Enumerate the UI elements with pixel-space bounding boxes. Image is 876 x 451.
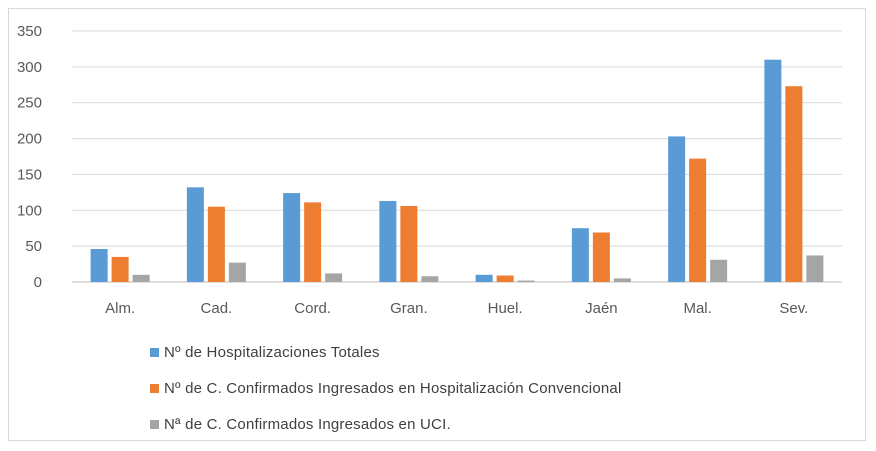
bar xyxy=(421,276,439,282)
legend-label: Nº de C. Confirmados Ingresados en Hospi… xyxy=(164,379,622,397)
bars xyxy=(90,59,824,282)
bar xyxy=(379,200,397,282)
x-tick-label: Jaén xyxy=(585,300,618,317)
bar xyxy=(613,278,631,282)
bar xyxy=(207,206,225,282)
bar xyxy=(400,205,418,282)
x-tick-label: Huel. xyxy=(488,300,523,317)
bar xyxy=(496,275,514,282)
y-tick-label: 0 xyxy=(34,274,42,291)
legend-swatch xyxy=(150,383,159,393)
bar xyxy=(228,262,246,282)
bar xyxy=(475,274,493,282)
chart-frame xyxy=(8,8,866,441)
legend-item: Nº de C. Confirmados Ingresados en Hospi… xyxy=(150,370,621,406)
y-tick-label: 350 xyxy=(17,23,42,40)
x-tick-label: Gran. xyxy=(390,300,428,317)
bar xyxy=(304,202,322,282)
legend-label: Nº de Hospitalizaciones Totales xyxy=(164,343,380,361)
bar xyxy=(785,86,803,282)
bar xyxy=(283,193,301,282)
y-tick-label: 150 xyxy=(17,166,42,183)
y-tick-label: 200 xyxy=(17,131,42,148)
x-tick-label: Cord. xyxy=(294,300,331,317)
y-tick-label: 50 xyxy=(25,238,42,255)
legend: Nº de Hospitalizaciones Totales Nº de C.… xyxy=(150,334,621,442)
legend-swatch xyxy=(150,347,159,357)
bar xyxy=(668,136,686,282)
bar xyxy=(806,255,824,282)
y-axis-ticks: 0 50 100 150 200 250 300 350 xyxy=(17,23,42,291)
legend-item: Nª de C. Confirmados Ingresados en UCI. xyxy=(150,406,621,442)
x-tick-label: Mal. xyxy=(683,300,711,317)
bar xyxy=(517,280,535,282)
y-tick-label: 100 xyxy=(17,202,42,219)
bar xyxy=(689,158,707,282)
x-tick-label: Cad. xyxy=(201,300,233,317)
x-tick-label: Sev. xyxy=(779,300,808,317)
bar xyxy=(90,249,108,282)
y-tick-label: 250 xyxy=(17,95,42,112)
bar xyxy=(132,274,150,282)
bar xyxy=(592,232,610,282)
bar xyxy=(111,256,129,282)
y-tick-label: 300 xyxy=(17,59,42,76)
legend-item: Nº de Hospitalizaciones Totales xyxy=(150,334,621,370)
bar xyxy=(571,228,589,282)
x-axis-ticks: Alm. Cad. Cord. Gran. Huel. Jaén Mal. Sev. xyxy=(105,300,808,317)
legend-swatch xyxy=(150,419,159,429)
bar xyxy=(186,187,204,282)
bar xyxy=(710,259,728,282)
legend-label: Nª de C. Confirmados Ingresados en UCI. xyxy=(164,415,451,433)
bar xyxy=(764,59,782,282)
bar xyxy=(325,273,343,282)
x-tick-label: Alm. xyxy=(105,300,135,317)
